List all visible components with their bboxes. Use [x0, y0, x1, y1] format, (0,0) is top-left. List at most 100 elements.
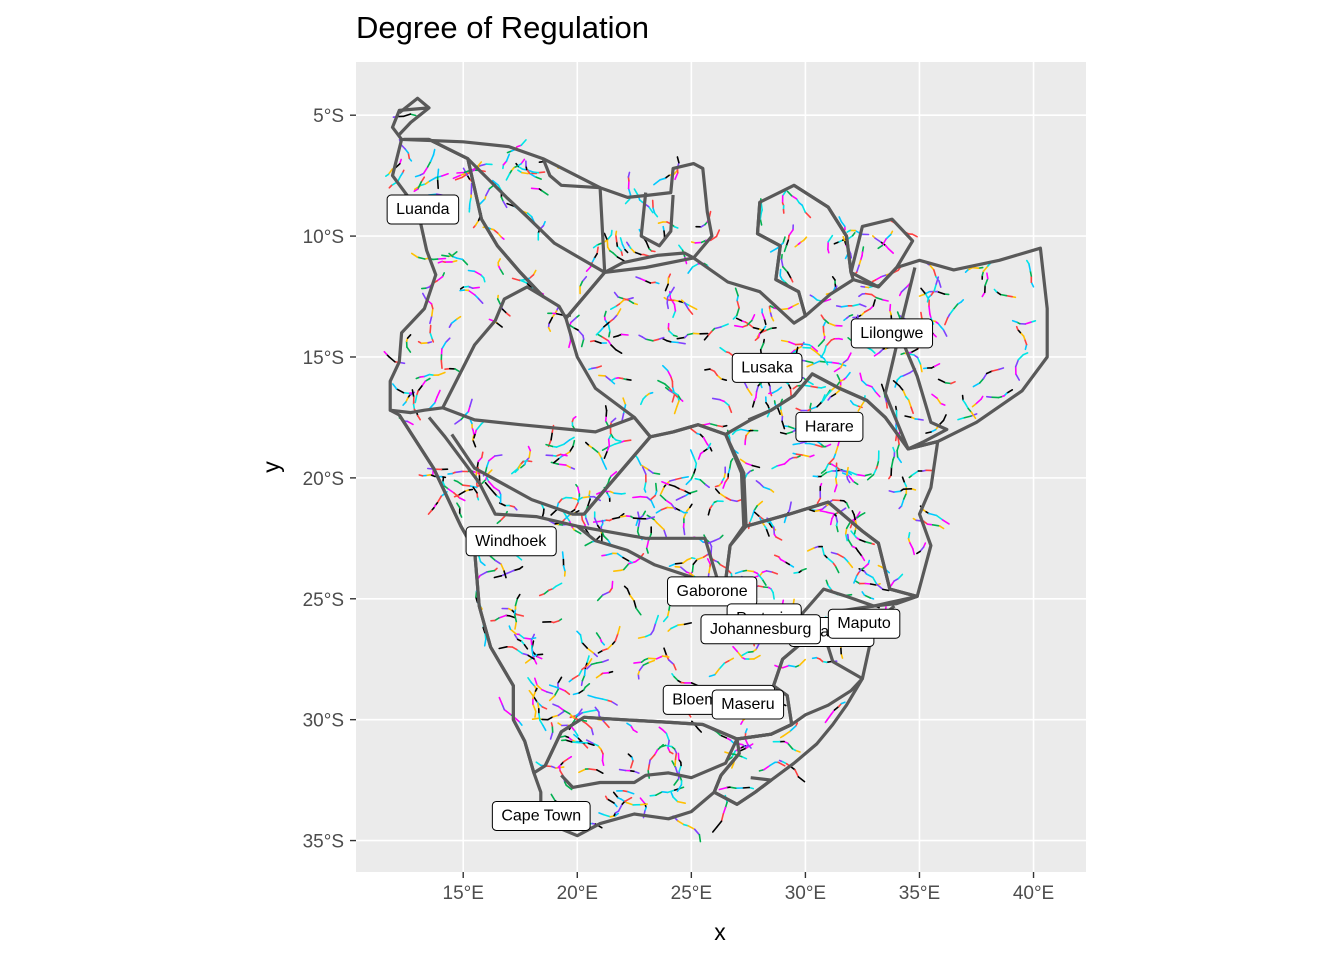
river-segment: [614, 348, 623, 355]
river-segment: [557, 463, 567, 466]
river-segment: [624, 198, 631, 205]
river-segment: [627, 299, 635, 305]
river-segment: [759, 218, 763, 226]
river-segment: [677, 623, 686, 626]
river-segment: [894, 433, 898, 442]
river-segment: [627, 171, 631, 178]
river-segment: [536, 702, 540, 710]
river-segment: [715, 730, 722, 737]
river-segment: [683, 489, 692, 495]
river-segment: [715, 229, 721, 238]
river-segment: [612, 516, 620, 520]
river-segment: [481, 478, 487, 485]
river-segment: [467, 289, 476, 296]
river-segment: [591, 447, 600, 454]
river-segment: [677, 394, 682, 400]
river-segment: [820, 471, 828, 478]
river-segment: [666, 369, 672, 378]
river-segment: [686, 332, 695, 336]
river-segment: [520, 463, 526, 469]
river-segment: [755, 643, 760, 651]
river-segment: [580, 514, 584, 521]
river-segment: [1030, 281, 1035, 288]
river-segment: [594, 696, 604, 700]
river-segment: [518, 633, 525, 639]
river-segment: [552, 620, 560, 624]
river-segment: [758, 482, 765, 488]
river-segment: [925, 431, 932, 434]
river-segment: [664, 174, 670, 180]
river-segment: [475, 590, 478, 598]
river-segment: [476, 161, 483, 168]
river-segment: [847, 539, 854, 548]
river-segment: [735, 428, 742, 432]
city-label-box: [850, 318, 934, 349]
river-segment: [593, 339, 602, 344]
x-tick-label: 40°E: [1013, 883, 1054, 904]
river-segment: [424, 377, 431, 383]
river-segment: [539, 719, 544, 727]
river-segment: [929, 264, 935, 271]
river-segment: [732, 314, 738, 320]
river-segment: [575, 711, 584, 718]
river-segment: [826, 713, 833, 721]
river-segment: [530, 639, 533, 647]
river-segment: [792, 302, 800, 308]
river-segment: [746, 319, 753, 327]
river-segment: [678, 487, 685, 492]
river-segment: [661, 364, 669, 372]
river-segment: [517, 165, 524, 170]
river-segment: [787, 341, 797, 346]
river-segment: [826, 388, 833, 396]
river-segment: [400, 144, 407, 150]
river-segment: [520, 139, 527, 146]
river-segment: [760, 202, 763, 211]
river-segment: [526, 653, 535, 660]
river-segment: [859, 512, 866, 517]
river-segment: [1017, 353, 1025, 361]
river-segment: [798, 658, 807, 667]
river-segment: [557, 498, 563, 505]
river-segment: [746, 388, 753, 396]
river-segment: [459, 286, 465, 290]
river-segment: [982, 372, 988, 380]
river-segment: [467, 405, 471, 413]
river-segment: [532, 703, 537, 713]
river-segment: [584, 541, 593, 547]
river-segment: [666, 296, 669, 304]
river-segment: [792, 385, 798, 390]
plot-title: Degree of Regulation: [356, 10, 649, 45]
river-segment: [461, 484, 472, 487]
river-segment: [666, 610, 670, 618]
river-segment: [602, 461, 608, 470]
river-segment: [782, 236, 786, 244]
river-segment: [564, 739, 573, 743]
river-segment: [736, 294, 739, 302]
river-segment: [833, 241, 840, 245]
river-segment: [634, 557, 641, 563]
river-segment: [428, 176, 437, 182]
river-segment: [645, 540, 650, 550]
river-segment: [991, 368, 1000, 372]
river-segment: [592, 742, 599, 747]
river-segment: [713, 537, 721, 542]
river-segment: [844, 527, 848, 535]
river-segment: [535, 653, 544, 656]
river-segment: [418, 474, 424, 477]
river-segment: [496, 232, 502, 238]
river-segment: [430, 302, 434, 310]
river-segment: [671, 760, 677, 769]
river-segment: [831, 275, 836, 281]
river-segment: [780, 307, 790, 311]
river-segment: [411, 389, 415, 399]
river-segment: [669, 297, 676, 306]
river-segment: [412, 403, 416, 411]
river-segment: [521, 171, 529, 175]
river-segment: [674, 562, 684, 565]
river-segment: [491, 179, 500, 187]
basin-boundary: [639, 192, 675, 248]
river-segment: [432, 148, 436, 156]
river-segment: [889, 580, 895, 587]
river-segment: [779, 735, 785, 739]
river-segment: [678, 244, 684, 252]
